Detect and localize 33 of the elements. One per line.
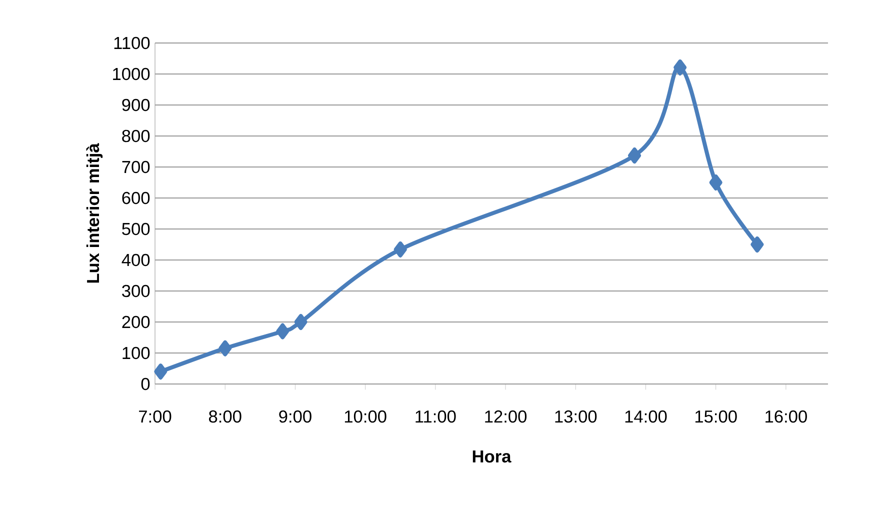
x-tick-label: 7:00 (139, 410, 172, 423)
point (218, 340, 232, 356)
x-tick-label: 12:00 (485, 410, 527, 423)
point (294, 314, 308, 330)
y-tick-label: 200 (122, 316, 150, 328)
y-tick-label: 300 (122, 284, 150, 298)
x-tick-label: 10:00 (344, 410, 386, 423)
point (750, 236, 764, 252)
x-tick-label: 13:00 (555, 410, 597, 423)
point (628, 148, 642, 164)
x-tick-label: 14:00 (625, 410, 667, 423)
x-axis-title: Hora (472, 450, 512, 463)
x-tick-label: 9:00 (279, 410, 312, 423)
y-tick-label: 500 (122, 222, 150, 236)
y-tick-label: 0 (141, 378, 150, 390)
y-tick-label: 400 (122, 254, 150, 266)
x-tick-label: 8:00 (209, 410, 242, 423)
y-tick-label: 100 (122, 346, 150, 360)
x-tick-label: 15:00 (695, 410, 737, 423)
y-tick-label: 800 (122, 130, 150, 142)
x-tick-label: 11:00 (416, 410, 456, 423)
y-tick-label: 1100 (114, 36, 150, 50)
y-tick-label: 700 (122, 160, 150, 174)
point (394, 241, 407, 258)
point (154, 364, 168, 380)
point (276, 323, 290, 340)
x-tick-label: 16:00 (766, 410, 807, 423)
y-tick-label: 600 (122, 192, 150, 204)
point (709, 174, 722, 190)
y-tick-label: 1000 (113, 68, 150, 80)
y-axis-title: Lux interior mitjà (86, 143, 103, 283)
point (674, 59, 687, 76)
y-tick-label: 900 (122, 98, 150, 112)
